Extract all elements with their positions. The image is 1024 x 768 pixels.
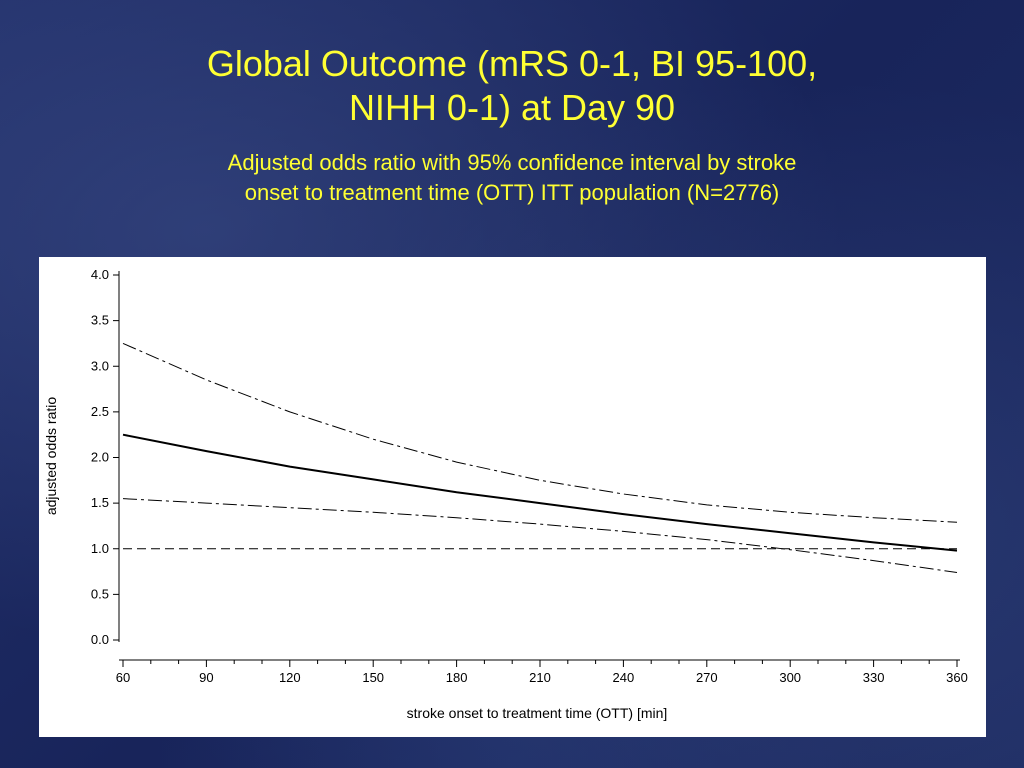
lines-layer [122,342,958,573]
x-tick-label: 90 [199,670,213,685]
x-tick-label: 300 [779,670,801,685]
y-tick-label: 3.5 [91,313,109,328]
x-tick-label: 180 [446,670,468,685]
x-tick-label: 240 [613,670,635,685]
series-line-lower-ci [122,498,958,573]
slide-subtitle: Adjusted odds ratio with 95% confidence … [0,148,1024,208]
x-tick-label: 360 [946,670,968,685]
series-line-upper-ci [122,342,958,523]
slide-title-line-1: Global Outcome (mRS 0-1, BI 95-100, [206,43,818,84]
x-tick-label: 330 [863,670,885,685]
slide-title: Global Outcome (mRS 0-1, BI 95-100, NIHH… [0,42,1024,130]
x-tick-label: 150 [362,670,384,685]
y-tick-label: 2.5 [91,404,109,419]
y-tick-label: 0.0 [91,632,109,647]
axes-layer: 0.0 0.5 1.0 1.5 2.0 2.5 3.0 3.5 4.0 60 90 120 150 180… [91,267,968,685]
x-tick-label: 60 [116,670,130,685]
x-tick-label: 210 [529,670,551,685]
slide-title-line-2: NIHH 0-1) at Day 90 [348,87,676,128]
x-axis-label: stroke onset to treatment time (OTT) [mi… [407,705,668,721]
y-tick-label: 0.5 [91,586,109,601]
series-line-estimate [122,433,958,552]
slide-subtitle-line-1: Adjusted odds ratio with 95% confidence … [227,150,797,175]
y-tick-label: 3.0 [91,358,109,373]
odds-ratio-chart: 0.0 0.5 1.0 1.5 2.0 2.5 3.0 3.5 4.0 60 90 120 150 180… [43,267,968,721]
y-tick-label: 2.0 [91,450,109,465]
slide-subtitle-line-2: onset to treatment time (OTT) ITT popula… [244,180,780,205]
y-tick-label: 1.5 [91,495,109,510]
chart-panel: 0.0 0.5 1.0 1.5 2.0 2.5 3.0 3.5 4.0 60 90 120 150 180… [39,257,986,737]
y-tick-label: 4.0 [91,267,109,282]
y-tick-label: 1.0 [91,541,109,556]
x-tick-label: 120 [279,670,301,685]
y-axis-label: adjusted odds ratio [43,397,59,516]
x-tick-label: 270 [696,670,718,685]
